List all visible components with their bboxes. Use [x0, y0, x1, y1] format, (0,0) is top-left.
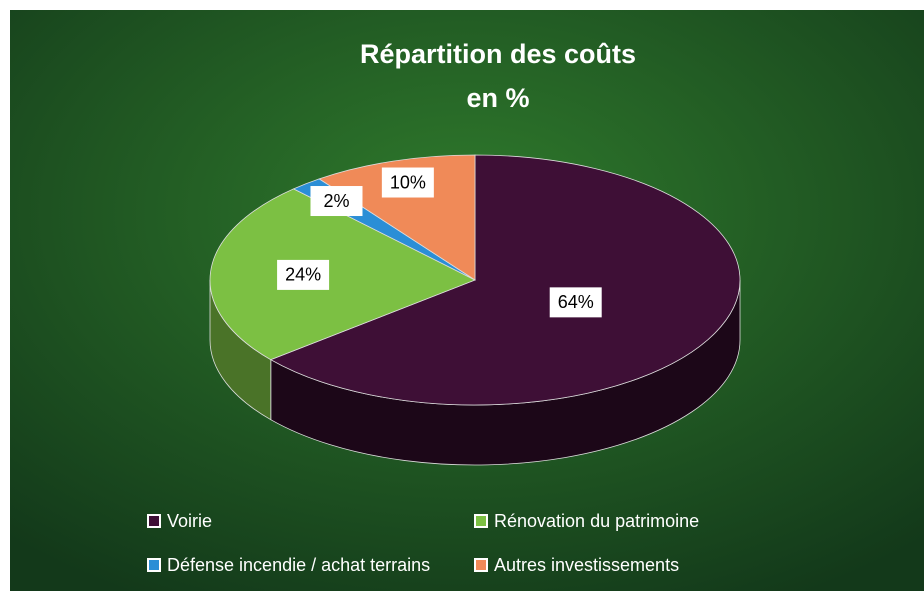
data-label-group: 24% — [277, 259, 330, 290]
legend-swatch — [147, 514, 161, 528]
data-label-box — [549, 287, 602, 318]
data-label-group: 2% — [310, 186, 363, 217]
data-label: 10% — [390, 172, 426, 192]
chart-title: Répartition des coûts — [360, 39, 636, 69]
data-label-box — [381, 167, 434, 198]
data-label: 24% — [285, 265, 321, 285]
data-label-box — [310, 186, 363, 217]
data-label: 64% — [558, 292, 594, 312]
data-label-box — [277, 259, 330, 290]
legend-swatch — [147, 558, 161, 572]
data-label-group: 64% — [549, 287, 602, 318]
slice — [209, 188, 476, 361]
data-label: 2% — [323, 191, 349, 211]
legend-label: Défense incendie / achat terrains — [167, 555, 430, 575]
legend-label: Autres investissements — [494, 555, 679, 575]
legend-label: Voirie — [167, 511, 212, 531]
slice — [269, 154, 741, 406]
legend-swatch — [474, 514, 488, 528]
legend-swatch — [474, 558, 488, 572]
legend-label: Rénovation du patrimoine — [494, 511, 699, 531]
data-label-group: 10% — [381, 167, 434, 198]
chart-title: en % — [466, 83, 529, 113]
